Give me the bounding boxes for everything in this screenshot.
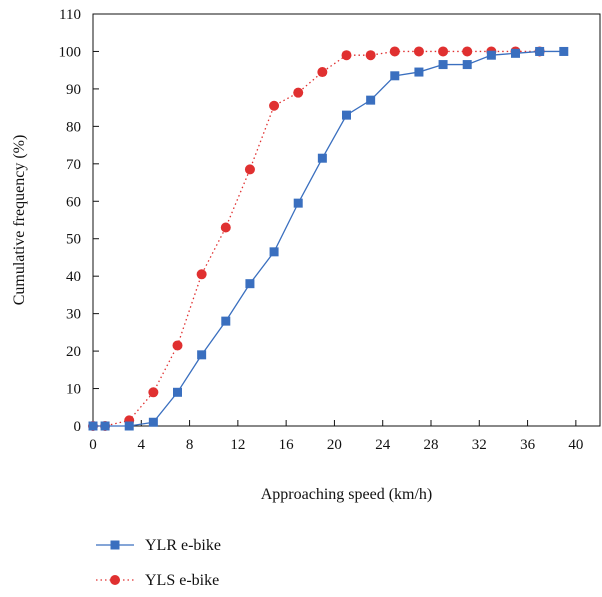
- x-tick-label: 8: [186, 437, 194, 453]
- data-point: [342, 110, 351, 120]
- data-point: [365, 50, 376, 61]
- data-point: [245, 279, 255, 289]
- series-line: [93, 50, 564, 427]
- y-tick-label: 10: [66, 382, 81, 398]
- data-point: [197, 350, 207, 360]
- series-line: [93, 50, 540, 427]
- y-tick-label: 80: [66, 119, 81, 135]
- y-axis-ticks: 0 10 20 30 40 50 60 70 80 90 100 110: [59, 7, 99, 435]
- x-tick-label: 28: [424, 437, 439, 453]
- data-point: [293, 198, 303, 208]
- y-tick-label: 20: [66, 344, 81, 360]
- y-tick-label: 60: [66, 194, 81, 210]
- series-layer: [88, 46, 569, 431]
- data-point: [148, 417, 158, 427]
- data-point: [244, 164, 255, 175]
- y-tick-label: 50: [66, 232, 81, 248]
- x-tick-label: 40: [568, 437, 583, 453]
- x-tick-label: 20: [327, 437, 342, 453]
- data-point: [100, 421, 110, 431]
- data-point: [511, 48, 520, 58]
- legend-item: YLS e-bike: [96, 572, 219, 589]
- y-tick-label: 70: [66, 157, 81, 173]
- data-point: [221, 316, 231, 326]
- data-point: [173, 387, 182, 397]
- data-point: [293, 87, 304, 98]
- data-point: [413, 46, 424, 57]
- data-point: [389, 46, 400, 57]
- legend-label: YLR e-bike: [145, 537, 221, 554]
- data-point: [124, 421, 134, 431]
- series-yls: [88, 46, 545, 431]
- legend-marker: [110, 540, 120, 550]
- series-ylr: [88, 46, 569, 431]
- data-point: [148, 387, 159, 398]
- data-point: [438, 60, 448, 70]
- data-point: [486, 50, 496, 60]
- y-tick-label: 100: [59, 44, 82, 60]
- data-point: [535, 46, 545, 56]
- x-tick-label: 36: [520, 437, 536, 453]
- y-axis-title: Cumulative frequency (%): [11, 135, 28, 306]
- legend: YLR e-bike YLS e-bike: [96, 537, 221, 589]
- data-point: [366, 95, 376, 105]
- legend-item: YLR e-bike: [96, 537, 221, 554]
- data-point: [317, 153, 327, 163]
- x-axis-title: Approaching speed (km/h): [261, 486, 433, 503]
- legend-marker: [110, 575, 120, 585]
- x-tick-label: 12: [230, 437, 245, 453]
- y-tick-label: 110: [59, 7, 81, 23]
- data-point: [269, 100, 280, 111]
- data-point: [414, 67, 424, 77]
- data-point: [172, 340, 183, 351]
- x-tick-label: 24: [375, 437, 391, 453]
- data-point: [438, 46, 449, 57]
- data-point: [269, 247, 279, 257]
- data-point: [462, 60, 472, 70]
- x-tick-label: 16: [279, 437, 295, 453]
- data-point: [196, 269, 207, 280]
- data-point: [341, 50, 352, 61]
- y-tick-label: 30: [66, 307, 81, 323]
- data-point: [462, 46, 473, 57]
- y-tick-label: 90: [66, 82, 81, 98]
- data-point: [88, 421, 98, 431]
- axes: [92, 13, 601, 427]
- x-tick-label: 0: [89, 437, 97, 453]
- data-point: [220, 222, 231, 233]
- y-tick-label: 40: [66, 269, 81, 285]
- legend-label: YLS e-bike: [145, 572, 219, 589]
- x-tick-label: 32: [472, 437, 487, 453]
- y-tick-label: 0: [74, 419, 82, 435]
- x-tick-label: 4: [138, 437, 146, 453]
- x-axis-ticks: 0 4 8 12 16 20 24 28 32 36 40: [89, 420, 583, 453]
- data-point: [317, 67, 328, 78]
- data-point: [559, 46, 569, 56]
- plot-frame: [92, 13, 601, 427]
- data-point: [390, 71, 400, 81]
